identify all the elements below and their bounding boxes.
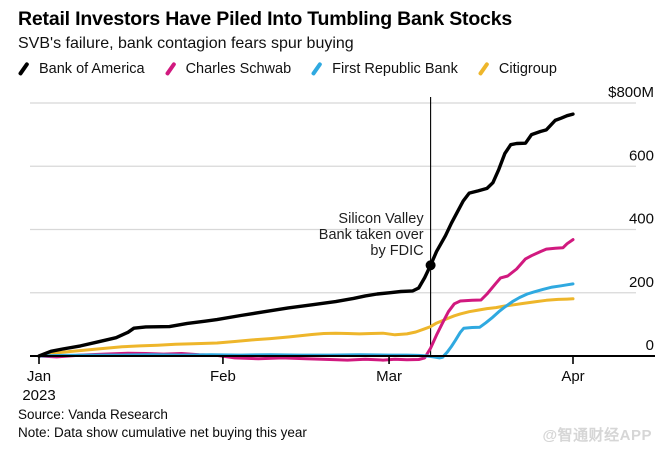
y-axis-label-200: 200: [629, 274, 654, 291]
x-axis-label-apr: Apr: [561, 368, 584, 385]
svb-annotation-line-0: Silicon Valley: [338, 211, 424, 227]
watermark: @智通财经APP: [542, 427, 652, 444]
x-axis-label-jan: Jan: [27, 368, 51, 385]
series-line-first-republic-bank: [37, 282, 575, 360]
legend-item-charles-schwab: Charles Schwab: [163, 61, 292, 77]
legend-item-label: Citigroup: [498, 61, 557, 77]
series-line-citigroup: [37, 297, 575, 358]
legend-item-label: Charles Schwab: [185, 61, 292, 77]
y-axis-label-800: $800M: [608, 84, 654, 101]
series-line-bank-of-america: [37, 112, 575, 358]
legend-item-citigroup: Citigroup: [476, 61, 557, 77]
y-axis-label-0: 0: [646, 337, 654, 354]
y-axis-label-400: 400: [629, 211, 654, 228]
page-subtitle: SVB's failure, bank contagion fears spur…: [18, 35, 354, 52]
legend: Bank of America Charles Schwab First Rep…: [16, 61, 557, 77]
page-title: Retail Investors Have Piled Into Tumblin…: [18, 8, 512, 30]
legend-item-first-republic: First Republic Bank: [309, 61, 458, 77]
series-line-charles-schwab: [37, 238, 575, 362]
svb-event-dot: [425, 260, 436, 271]
x-axis-sublabel-2023: 2023: [22, 387, 55, 404]
x-axis-label-feb: Feb: [210, 368, 236, 385]
svb-annotation-line-2: by FDIC: [370, 243, 423, 259]
note-text: Note: Data show cumulative net buying th…: [18, 425, 307, 440]
legend-item-bank-of-america: Bank of America: [16, 61, 145, 77]
svb-annotation-line-1: Bank taken over: [319, 227, 424, 243]
x-axis-label-mar: Mar: [376, 368, 402, 385]
source-text: Source: Vanda Research: [18, 407, 168, 422]
y-axis-label-600: 600: [629, 147, 654, 164]
legend-item-label: First Republic Bank: [332, 61, 458, 77]
legend-item-label: Bank of America: [39, 61, 145, 77]
